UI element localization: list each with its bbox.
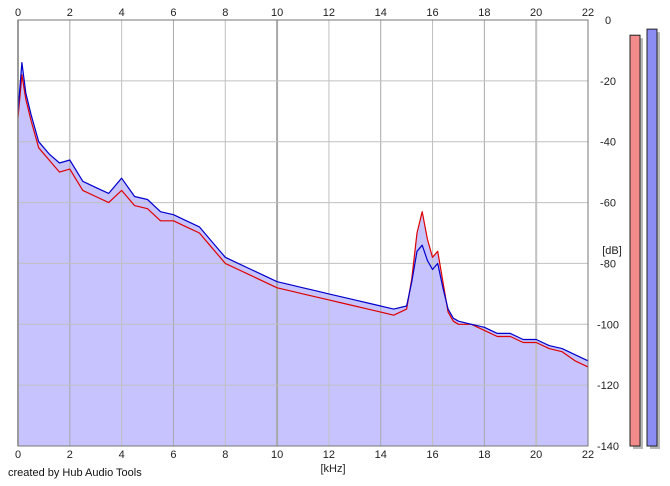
y-tick-label: -100 (597, 319, 619, 331)
area-layer (18, 62, 588, 446)
x-tick-label-bottom: 14 (375, 449, 387, 461)
x-tick-label-top: 12 (323, 7, 335, 19)
x-tick-label-top: 0 (15, 7, 21, 19)
y-tick-label: -140 (597, 441, 619, 453)
y-tick-label: -120 (597, 380, 619, 392)
x-tick-label-bottom: 0 (15, 449, 21, 461)
x-tick-label-top: 8 (222, 7, 228, 19)
x-tick-label-bottom: 20 (530, 449, 542, 461)
y-tick-label: -80 (600, 258, 616, 270)
y-tick-label: 0 (605, 15, 611, 27)
y-tick-label: -40 (600, 137, 616, 149)
spectrum-area (18, 62, 588, 446)
y-tick-label: -20 (600, 76, 616, 88)
x-tick-label-bottom: 12 (323, 449, 335, 461)
x-tick-labels-top: 0 2 4 6 8 10 12 14 16 18 20 22 (15, 7, 594, 19)
x-axis-label: [kHz] (320, 463, 345, 475)
x-tick-label-bottom: 16 (426, 449, 438, 461)
x-tick-label-bottom: 10 (271, 449, 283, 461)
level-meters (629, 28, 660, 449)
level-meter-1 (629, 34, 641, 447)
x-tick-label-bottom: 18 (478, 449, 490, 461)
x-tick-label-top: 2 (67, 7, 73, 19)
x-tick-label-top: 22 (582, 7, 594, 19)
x-tick-label-bottom: 4 (119, 449, 125, 461)
x-tick-label-bottom: 22 (582, 449, 594, 461)
x-tick-label-top: 18 (478, 7, 490, 19)
x-tick-label-bottom: 8 (222, 449, 228, 461)
y-tick-label: -60 (600, 198, 616, 210)
line-layer (17, 61, 589, 368)
plot-frame (17, 19, 589, 447)
x-tick-labels-bottom: 0 2 4 6 8 10 12 14 16 18 20 22 (15, 449, 594, 461)
x-tick-label-top: 10 (271, 7, 283, 19)
x-tick-label-top: 4 (119, 7, 125, 19)
x-tick-label-top: 14 (375, 7, 387, 19)
series-line-2 (17, 61, 589, 362)
footer-credit: created by Hub Audio Tools (8, 467, 142, 479)
x-tick-label-bottom: 2 (67, 449, 73, 461)
x-tick-label-bottom: 6 (170, 449, 176, 461)
x-tick-label-top: 16 (426, 7, 438, 19)
x-tick-label-top: 6 (170, 7, 176, 19)
y-axis-label: [dB] (602, 245, 622, 257)
x-tick-label-top: 20 (530, 7, 542, 19)
level-meter-2 (646, 28, 658, 447)
y-tick-labels: 0 -20 -40 -60 -80 -100 -120 -140 (597, 15, 619, 453)
